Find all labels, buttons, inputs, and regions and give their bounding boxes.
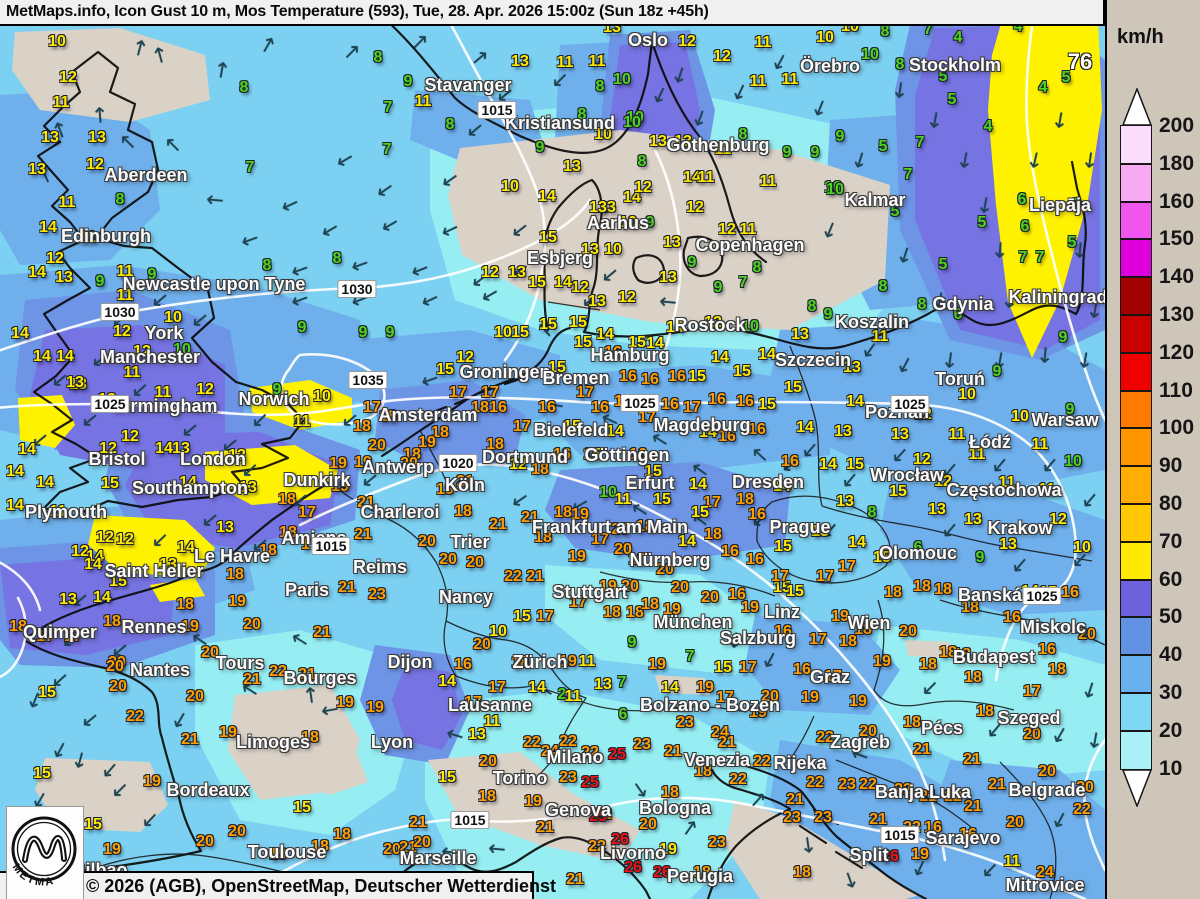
legend-tick-label: 160 [1159, 189, 1195, 213]
legend-swatch [1120, 238, 1152, 279]
legend-tick-label: 130 [1159, 303, 1195, 326]
legend-swatch [1120, 691, 1152, 732]
legend-sidebar: km/h 200 180 160 150 140 130 120 110 100 90 80 70 60… [1105, 0, 1200, 899]
legend-tick-label: 140 [1159, 265, 1195, 289]
metmaps-logo: METMAPS [6, 806, 84, 899]
title-bar: MetMaps.info, Icon Gust 10 m, Mos Temper… [0, 0, 1105, 26]
legend-swatch [1120, 125, 1152, 165]
wind-speed-regions [0, 18, 1105, 899]
legend-swatch [1120, 389, 1152, 430]
legend-arrow-up-icon [1121, 88, 1153, 126]
page-title: MetMaps.info, Icon Gust 10 m, Mos Temper… [6, 3, 709, 20]
legend-swatch [1120, 465, 1152, 505]
country-borders [94, 301, 1105, 899]
legend-swatch [1120, 654, 1152, 694]
legend-tick-label: 20 [1159, 718, 1183, 742]
legend-tick-label: 10 [1159, 756, 1183, 780]
map-canvas [0, 3, 1105, 899]
legend-swatch [1120, 351, 1152, 392]
legend-swatch [1120, 578, 1152, 619]
legend-tick-label: 70 [1159, 529, 1183, 553]
legend-tick-label: 90 [1159, 454, 1183, 478]
legend-unit-label: km/h [1117, 26, 1164, 48]
legend-tick-label: 100 [1159, 416, 1195, 440]
legend-swatch [1120, 616, 1152, 657]
legend-swatch [1120, 313, 1152, 354]
copyright-text: © 2026 (AGB), OpenStreetMap, Deutscher W… [86, 875, 557, 896]
legend-swatch [1120, 162, 1152, 203]
legend-tick-label: 60 [1159, 567, 1183, 591]
isobar-lines [0, 3, 1105, 899]
legend-tick-label: 200 [1159, 114, 1195, 137]
footer-bar: © 2026 (AGB), OpenStreetMap, Deutscher W… [0, 871, 556, 899]
legend-tick-label: 30 [1159, 681, 1183, 704]
legend-swatch [1120, 427, 1152, 468]
legend-swatch [1120, 540, 1152, 581]
legend-color-bar [1120, 125, 1152, 770]
legend-swatch [1120, 200, 1152, 241]
legend-swatch [1120, 729, 1152, 770]
legend-swatch [1120, 502, 1152, 543]
metmaps-logo-icon: METMAPS [10, 816, 77, 889]
legend-swatch [1120, 276, 1152, 316]
weather-map[interactable]: → → → → → → → → → → → → → → → → → → → → → → → → → → → → → → → → → → → → → → → →… [0, 0, 1105, 899]
legend-tick-label: 80 [1159, 492, 1183, 515]
legend-tick-label: 180 [1159, 151, 1195, 175]
legend-tick-label: 150 [1159, 227, 1195, 251]
legend-tick-label: 120 [1159, 340, 1195, 364]
legend-tick-label: 50 [1159, 605, 1183, 629]
legend-arrow-down-icon [1121, 769, 1153, 807]
legend-tick-label: 40 [1159, 643, 1183, 667]
legend-tick-label: 110 [1159, 378, 1193, 402]
